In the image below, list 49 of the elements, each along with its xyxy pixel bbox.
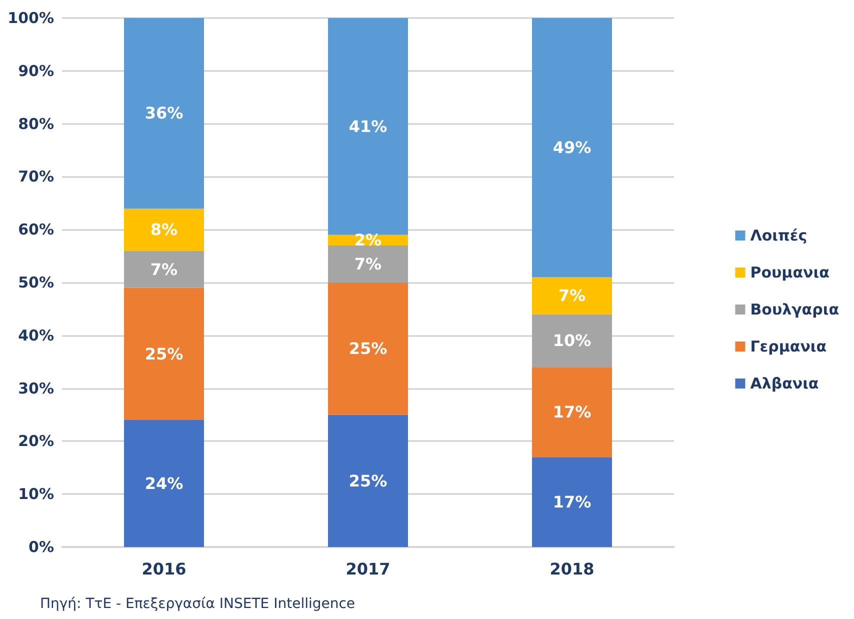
legend-label: Γερμανια <box>750 338 827 356</box>
x-tick-label: 2016 <box>142 560 186 578</box>
data-label: 36% <box>144 104 184 123</box>
y-tick-label: 70% <box>18 168 54 186</box>
bar <box>124 420 204 547</box>
data-label: 25% <box>348 339 388 358</box>
y-tick-label: 100% <box>8 9 54 27</box>
data-label: 2% <box>354 230 382 250</box>
legend-label: Βουλγαρια <box>750 300 840 318</box>
bar <box>124 208 204 251</box>
bar <box>328 414 408 547</box>
y-tick-label: 40% <box>18 326 54 344</box>
legend-label: Λοιπές <box>750 226 808 244</box>
bar <box>124 18 204 208</box>
y-tick-label: 80% <box>18 114 54 133</box>
bar <box>532 457 612 547</box>
bar <box>124 250 204 288</box>
y-tick-label: 10% <box>18 485 54 504</box>
data-label: 7% <box>150 260 178 279</box>
data-label: 24% <box>144 474 184 494</box>
bar <box>532 18 612 278</box>
y-tick-label: 20% <box>18 432 54 450</box>
x-tick-label: 2018 <box>550 560 594 578</box>
data-label: 7% <box>558 286 586 306</box>
bar <box>328 245 408 282</box>
y-tick-label: 60% <box>18 220 54 239</box>
y-tick-label: 50% <box>18 274 54 292</box>
data-label: 10% <box>552 331 592 350</box>
data-label: 25% <box>144 344 184 364</box>
x-tick-label: 2017 <box>346 560 390 578</box>
legend-label: Ρουμανια <box>750 264 830 282</box>
text: Πηγή: ΤτΕ - Επεξεργασία INSETE Intelligence <box>40 596 356 612</box>
y-tick-label: 90% <box>18 62 54 80</box>
data-label: 8% <box>150 220 178 240</box>
y-tick-label: 0% <box>28 538 54 556</box>
y-tick-label: 30% <box>18 379 54 398</box>
bar <box>532 314 612 368</box>
bar <box>532 277 612 314</box>
data-label: 49% <box>552 138 592 158</box>
data-label: 7% <box>354 254 382 274</box>
legend-label: Αλβανια <box>750 374 819 392</box>
bar <box>124 288 204 420</box>
data-label: 17% <box>552 492 592 512</box>
bar <box>328 282 408 415</box>
data-label: 41% <box>348 116 388 136</box>
bar <box>532 367 612 458</box>
bar <box>328 18 408 235</box>
data-label: 25% <box>348 471 388 490</box>
data-label: 17% <box>552 402 592 422</box>
